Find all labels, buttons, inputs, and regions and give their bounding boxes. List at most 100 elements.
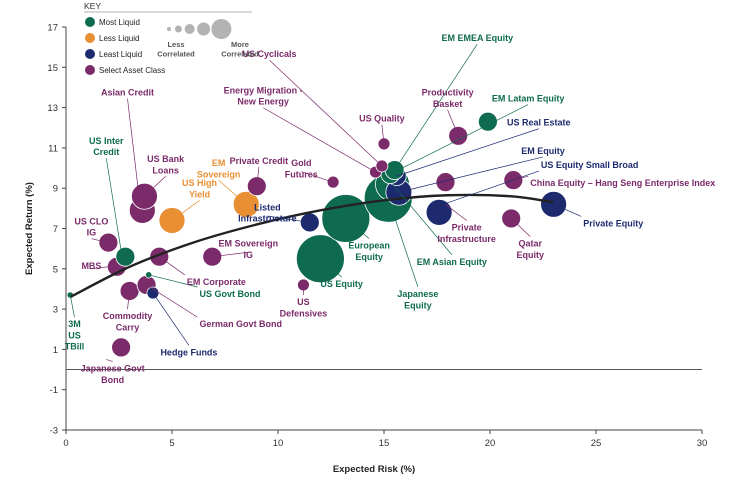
label-em-emea-equity: EM EMEA Equity [441, 33, 513, 43]
label-em-sovereign: EM Sovereign [197, 158, 241, 179]
leader-us-govt-bond [148, 274, 198, 288]
leader-lines [69, 43, 582, 362]
leader-em-asian-equity [392, 183, 453, 255]
label-em-asian-equity: EM Asian Equity [417, 257, 487, 267]
leader-german-govt-bond [146, 284, 198, 318]
leader-us-equity [320, 258, 342, 278]
label-us-equity: US Equity [320, 279, 363, 289]
label-us-cyclicals: US Cyclicals [243, 49, 297, 59]
legend-title: KEY [84, 1, 101, 11]
leader-3m-us-tbill [69, 294, 75, 318]
legend-size-swatch [184, 24, 195, 34]
legend-swatch-most [85, 17, 95, 27]
legend-more-correlated: More Correlated [221, 40, 259, 58]
x-tick-label: 10 [273, 438, 284, 449]
legend-swatch-less [85, 33, 95, 43]
label-energy-migration-new-energy: Energy Migration -New Energy [224, 85, 303, 106]
bubble-labels: 3M US TBill Japanese Govt Bond MBS US CLO IG US … [65, 33, 716, 385]
leader-em-corporate [159, 256, 186, 276]
label-us-quality: US Quality [359, 114, 405, 124]
label-asian-credit: Asian Credit [101, 88, 154, 98]
leader-em-sovereign [218, 180, 247, 205]
leader-em-emea-equity [394, 43, 478, 171]
label-gold-futures: Gold Futures [285, 158, 318, 179]
label-em-latam-equity: EM Latam Equity [492, 94, 565, 104]
label-productivity-basket: Productivity Basket [422, 88, 474, 109]
y-tick-label: 5 [53, 264, 58, 275]
legend-size-swatch [174, 25, 182, 33]
bubble-private-infrastructure [435, 172, 456, 193]
leader-private-credit [256, 166, 260, 187]
label-japanese-govt-bond: Japanese Govt Bond [81, 364, 145, 385]
legend-label-most: Most Liquid [99, 18, 140, 27]
label-japanese-equity: Japanese Equity [397, 289, 438, 310]
leader-gold-futures [301, 171, 334, 183]
bubbles [66, 111, 567, 358]
y-tick-label: 1 [53, 345, 58, 356]
leader-qatar-equity [510, 218, 531, 237]
leader-asian-credit [127, 98, 141, 207]
bubble-us-govt-bond [145, 271, 153, 279]
bubble-us-inter-credit [115, 246, 136, 267]
leader-us-quality [381, 124, 385, 144]
leader-us-real-estate [396, 128, 539, 177]
legend-size-swatch [197, 22, 211, 36]
label-commodity-carry: Commodity Carry [103, 311, 153, 332]
leader-us-cyclicals [269, 59, 383, 167]
leader-us-bank-loans [144, 176, 166, 197]
label-private-equity: Private Equity [583, 218, 643, 228]
leader-productivity-basket [447, 109, 459, 136]
legend-swatch-select [85, 65, 95, 75]
label-em-sovereign-ig: EM Sovereign IG [219, 239, 279, 260]
x-tick-label: 25 [591, 438, 602, 449]
legend: KEY Most Liquid Less Liquid Least Liquid Sel… [84, 1, 259, 75]
y-tick-label: 7 [53, 224, 58, 235]
bubble-us-equity-small-broad [425, 198, 453, 226]
y-tick-label: 11 [48, 143, 58, 154]
leader-japanese-govt-bond [106, 359, 113, 362]
leader-hedge-funds [152, 292, 190, 346]
label-us-inter-credit: US Inter Credit [89, 136, 124, 157]
label-us-high-yield: US High Yield [182, 178, 217, 199]
leader-japanese-equity [387, 198, 419, 288]
legend-label-select: Select Asset Class [99, 66, 165, 75]
y-tick-label: -3 [50, 426, 58, 437]
leader-em-sovereign-ig [212, 251, 249, 258]
label-em-corporate: EM Corporate [187, 277, 246, 287]
y-tick-label: -1 [50, 385, 58, 396]
leader-energy-migration-new-energy [262, 107, 376, 173]
leader-em-equity [398, 156, 544, 193]
label-3m-us-tbill: 3M US TBill [65, 319, 85, 352]
legend-size-swatch [211, 19, 232, 39]
legend-swatch-least [85, 49, 95, 59]
x-tick-label: 20 [485, 438, 496, 449]
legend-label-less: Less Liquid [99, 34, 139, 43]
leader-private-infrastructure [445, 204, 467, 221]
efficient-frontier [69, 193, 554, 299]
label-private-infrastructure: Private Infrastructure [437, 223, 496, 244]
label-us-defensives: US Defensives [280, 297, 328, 318]
label-em-equity: EM Equity [521, 146, 565, 156]
label-us-real-estate: US Real Estate [507, 118, 571, 128]
label-private-credit: Private Credit [230, 156, 289, 166]
bubble-em-latam-equity-dot [477, 111, 498, 132]
leader-european-equity [345, 218, 370, 239]
leader-us-clo-ig [91, 238, 109, 243]
label-us-govt-bond: US Govt Bond [200, 289, 261, 299]
x-tick-label: 0 [63, 438, 68, 449]
label-qatar-equity: Qatar Equity [517, 239, 545, 260]
legend-less-correlated: Less Correlated [157, 40, 195, 58]
y-tick-label: 13 [47, 103, 58, 114]
leader-private-equity [553, 203, 582, 217]
y-tick-label: 17 [47, 23, 58, 34]
x-tick-label: 5 [169, 438, 174, 449]
legend-label-least: Least Liquid [99, 50, 142, 59]
label-mbs: MBS [81, 261, 101, 271]
leader-us-inter-credit [105, 158, 122, 251]
label-hedge-funds: Hedge Funds [160, 347, 217, 357]
y-tick-label: 15 [47, 63, 58, 74]
label-european-equity: European Equity [348, 241, 390, 262]
leader-mbs [91, 266, 109, 270]
label-china-equity-hang-seng-enterprise-index: China Equity – Hang Seng Enterprise Inde… [530, 178, 715, 188]
label-german-govt-bond: German Govt Bond [200, 319, 283, 329]
